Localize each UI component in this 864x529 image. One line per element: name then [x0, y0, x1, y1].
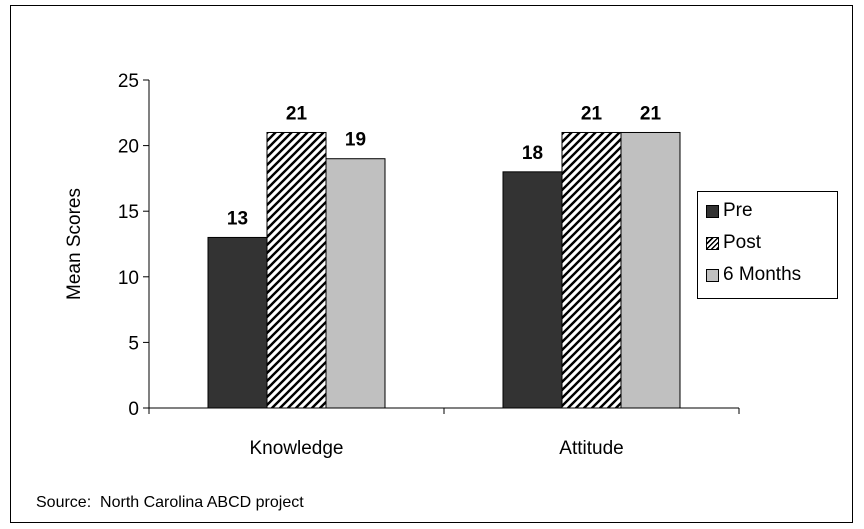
data-label: 19 — [345, 130, 366, 151]
legend-label: Pre — [723, 200, 753, 221]
data-label: 18 — [522, 143, 543, 164]
legend-label: Post — [723, 232, 762, 253]
data-label: 13 — [227, 208, 248, 229]
legend-swatch — [706, 204, 719, 218]
bar-post-attitude — [561, 131, 622, 409]
legend-item-pre: Pre — [706, 199, 753, 223]
legend-item-6-months: 6 Months — [706, 263, 801, 287]
bar-6-months-knowledge — [325, 158, 386, 409]
bar-post-knowledge — [266, 131, 327, 409]
y-tick-label: 15 — [118, 202, 139, 223]
y-tick-label: 10 — [118, 268, 139, 289]
legend-item-post: Post — [706, 231, 761, 255]
category-label: Knowledge — [249, 438, 343, 459]
legend-swatch — [706, 268, 719, 282]
y-tick-label: 20 — [118, 137, 139, 158]
data-label: 21 — [286, 103, 308, 124]
bar-pre-attitude — [502, 171, 563, 409]
legend: Pre Post 6 Months — [697, 191, 838, 299]
y-tick-label: 5 — [128, 333, 139, 354]
y-tick-label: 25 — [118, 71, 139, 92]
data-label: 21 — [581, 103, 603, 124]
category-label: Attitude — [559, 438, 623, 459]
bar-6-months-attitude — [620, 131, 681, 409]
legend-swatch — [706, 236, 719, 250]
data-label: 21 — [640, 103, 662, 124]
y-axis-title: Mean Scores — [64, 188, 85, 300]
source-note: Source: North Carolina ABCD project — [36, 494, 304, 511]
y-tick-label: 0 — [128, 399, 139, 420]
legend-label: 6 Months — [723, 264, 802, 285]
bar-pre-knowledge — [207, 236, 268, 409]
